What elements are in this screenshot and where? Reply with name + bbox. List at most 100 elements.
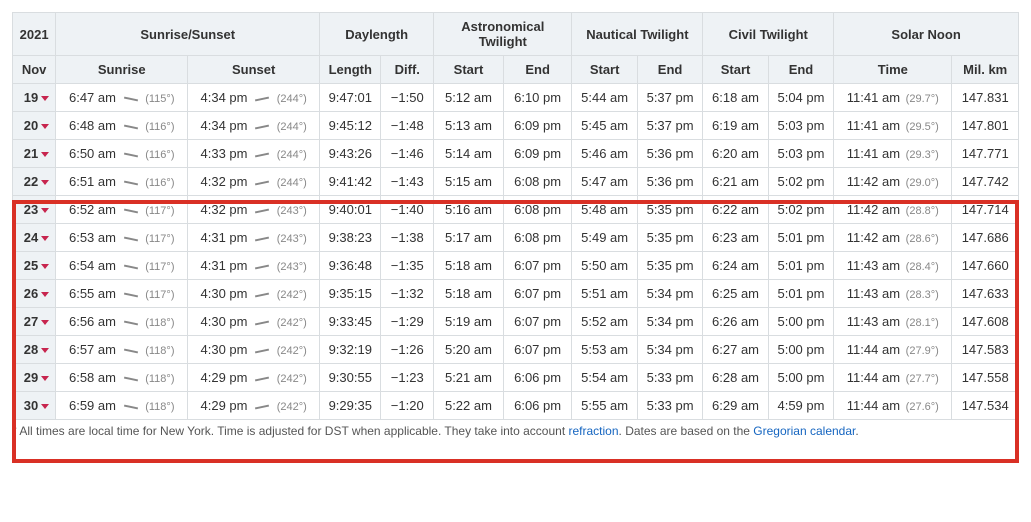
day-cell[interactable]: 20	[13, 112, 56, 140]
sunrise-arrow-icon	[124, 236, 138, 241]
day-cell[interactable]: 25	[13, 252, 56, 280]
noon-time: 11:44 am	[847, 342, 900, 357]
km-cell: 147.742	[952, 168, 1019, 196]
sunrise-azimuth: (117°)	[145, 233, 174, 245]
naut-start-cell: 5:45 am	[572, 112, 637, 140]
th-milkm: Mil. km	[952, 56, 1019, 84]
sunset-arrow-icon	[255, 236, 269, 241]
day-cell[interactable]: 24	[13, 224, 56, 252]
daylength-cell: 9:43:26	[320, 140, 381, 168]
naut-end-cell: 5:34 pm	[637, 280, 702, 308]
astro-end-cell: 6:10 pm	[503, 84, 572, 112]
naut-end-cell: 5:37 pm	[637, 84, 702, 112]
day-cell[interactable]: 28	[13, 336, 56, 364]
noon-degree: (29.5°)	[906, 121, 939, 133]
noon-cell: 11:44 am (27.7°)	[834, 364, 952, 392]
daylength-cell: 9:47:01	[320, 84, 381, 112]
astro-start-cell: 5:13 am	[434, 112, 504, 140]
day-cell[interactable]: 29	[13, 364, 56, 392]
astro-start-cell: 5:20 am	[434, 336, 504, 364]
astro-end-cell: 6:08 pm	[503, 196, 572, 224]
day-cell[interactable]: 26	[13, 280, 56, 308]
sunset-arrow-icon	[255, 152, 269, 157]
diff-cell: −1:43	[381, 168, 434, 196]
day-cell[interactable]: 30	[13, 392, 56, 420]
footnote: * All times are local time for New York.…	[12, 424, 1019, 438]
th-civil: Civil Twilight	[703, 13, 834, 56]
day-cell[interactable]: 27	[13, 308, 56, 336]
table-row: 226:51 am (116°)4:32 pm (244°)9:41:42−1:…	[13, 168, 1019, 196]
diff-cell: −1:23	[381, 364, 434, 392]
chevron-down-icon	[41, 152, 49, 157]
noon-time: 11:44 am	[847, 398, 900, 413]
sunset-arrow-icon	[255, 376, 269, 381]
sunrise-azimuth: (118°)	[145, 317, 174, 329]
sunrise-time: 6:53 am	[69, 230, 116, 245]
sunrise-time: 6:47 am	[69, 90, 116, 105]
sunrise-time: 6:50 am	[69, 146, 116, 161]
th-sunrise: Sunrise	[56, 56, 188, 84]
naut-end-cell: 5:33 pm	[637, 364, 702, 392]
sunrise-arrow-icon	[124, 376, 138, 381]
astro-start-cell: 5:21 am	[434, 364, 504, 392]
diff-cell: −1:32	[381, 280, 434, 308]
chevron-down-icon	[41, 376, 49, 381]
km-cell: 147.583	[952, 336, 1019, 364]
noon-cell: 11:42 am (28.6°)	[834, 224, 952, 252]
noon-time: 11:41 am	[847, 146, 900, 161]
civil-start-cell: 6:28 am	[703, 364, 768, 392]
noon-time: 11:43 am	[847, 314, 900, 329]
astro-start-cell: 5:22 am	[434, 392, 504, 420]
km-cell: 147.714	[952, 196, 1019, 224]
table-row: 296:58 am (118°)4:29 pm (242°)9:30:55−1:…	[13, 364, 1019, 392]
sunrise-azimuth: (118°)	[145, 401, 174, 413]
sunrise-cell: 6:57 am (118°)	[56, 336, 188, 364]
naut-start-cell: 5:53 am	[572, 336, 637, 364]
sunset-arrow-icon	[255, 124, 269, 129]
link-gregorian[interactable]: Gregorian calendar	[753, 424, 855, 438]
civil-start-cell: 6:18 am	[703, 84, 768, 112]
sunrise-time: 6:57 am	[69, 342, 116, 357]
noon-time: 11:41 am	[847, 118, 900, 133]
naut-start-cell: 5:51 am	[572, 280, 637, 308]
day-cell[interactable]: 21	[13, 140, 56, 168]
naut-end-cell: 5:37 pm	[637, 112, 702, 140]
day-cell[interactable]: 19	[13, 84, 56, 112]
km-cell: 147.801	[952, 112, 1019, 140]
table-row: 286:57 am (118°)4:30 pm (242°)9:32:19−1:…	[13, 336, 1019, 364]
th-naut-start: Start	[572, 56, 637, 84]
civil-end-cell: 5:03 pm	[768, 140, 833, 168]
day-cell[interactable]: 22	[13, 168, 56, 196]
sunset-arrow-icon	[255, 96, 269, 101]
astro-start-cell: 5:17 am	[434, 224, 504, 252]
daylength-cell: 9:35:15	[320, 280, 381, 308]
sunset-cell: 4:32 pm (244°)	[188, 168, 320, 196]
noon-time: 11:41 am	[847, 90, 900, 105]
astro-start-cell: 5:19 am	[434, 308, 504, 336]
noon-cell: 11:41 am (29.7°)	[834, 84, 952, 112]
sunrise-time: 6:52 am	[69, 202, 116, 217]
sunset-cell: 4:31 pm (243°)	[188, 224, 320, 252]
sunrise-arrow-icon	[124, 180, 138, 185]
diff-cell: −1:40	[381, 196, 434, 224]
sunrise-azimuth: (116°)	[145, 121, 174, 133]
chevron-down-icon	[41, 348, 49, 353]
link-refraction[interactable]: refraction	[569, 424, 619, 438]
chevron-down-icon	[41, 208, 49, 213]
noon-time: 11:43 am	[847, 258, 900, 273]
sunset-azimuth: (244°)	[277, 149, 307, 161]
day-cell[interactable]: 23	[13, 196, 56, 224]
naut-start-cell: 5:50 am	[572, 252, 637, 280]
astro-start-cell: 5:15 am	[434, 168, 504, 196]
sunrise-time: 6:55 am	[69, 286, 116, 301]
th-length: Length	[320, 56, 381, 84]
civil-start-cell: 6:25 am	[703, 280, 768, 308]
th-astro: Astronomical Twilight	[434, 13, 572, 56]
sunrise-cell: 6:48 am (116°)	[56, 112, 188, 140]
th-year: 2021	[13, 13, 56, 56]
daylength-cell: 9:29:35	[320, 392, 381, 420]
civil-start-cell: 6:29 am	[703, 392, 768, 420]
sunset-time: 4:32 pm	[201, 202, 248, 217]
sunset-cell: 4:29 pm (242°)	[188, 364, 320, 392]
sunrise-time: 6:48 am	[69, 118, 116, 133]
